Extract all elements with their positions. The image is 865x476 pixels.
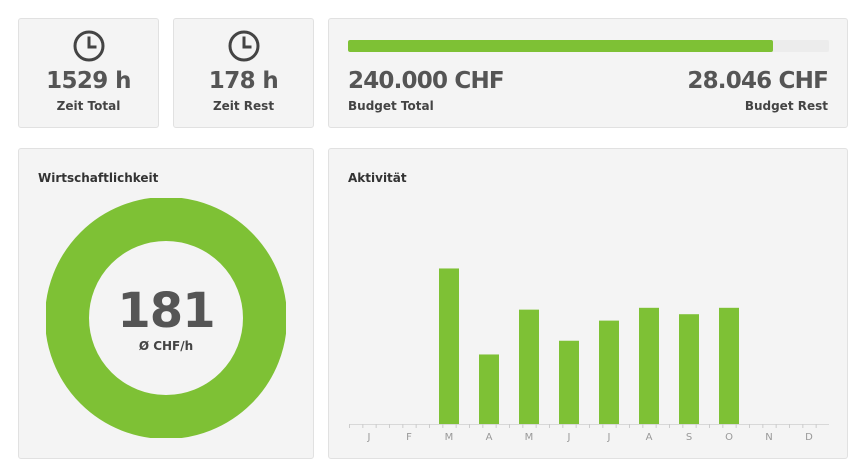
x-axis-label: J xyxy=(367,432,371,443)
x-axis-label: D xyxy=(805,432,813,443)
activity-bar xyxy=(679,314,699,424)
x-axis-label: O xyxy=(725,432,733,443)
budget-rest-value: 28.046 CHF xyxy=(687,68,828,94)
activity-card: Aktivität J F M A M J J A S O N D xyxy=(328,148,848,459)
budget-card: 240.000 CHF Budget Total 28.046 CHF Budg… xyxy=(328,18,848,128)
x-axis-label: N xyxy=(765,432,772,443)
time-total-label: Zeit Total xyxy=(56,99,121,113)
economy-donut xyxy=(46,198,286,438)
time-rest-value: 178 h xyxy=(208,68,279,94)
budget-total-label: Budget Total xyxy=(348,99,434,113)
economy-value: 181 xyxy=(117,283,215,339)
x-axis-label: S xyxy=(686,432,692,443)
time-total-value: 1529 h xyxy=(46,68,131,94)
x-axis-label: A xyxy=(486,432,493,443)
activity-bar xyxy=(519,309,539,424)
x-axis-label: M xyxy=(525,432,534,443)
activity-bar xyxy=(559,340,579,424)
x-axis-label: F xyxy=(406,432,412,443)
time-rest-label: Zeit Rest xyxy=(212,99,275,113)
budget-progress-bar xyxy=(348,40,829,52)
activity-title: Aktivität xyxy=(348,171,407,185)
economy-unit: Ø CHF/h xyxy=(138,339,194,353)
activity-bar xyxy=(479,354,499,424)
budget-total-value: 240.000 CHF xyxy=(348,68,505,94)
activity-bar xyxy=(599,320,619,424)
economy-card: Wirtschaftlichkeit 181 Ø CHF/h xyxy=(18,148,314,459)
budget-progress-fill xyxy=(348,40,773,52)
activity-bar xyxy=(439,268,459,424)
x-axis-label: J xyxy=(607,432,611,443)
x-axis-label: J xyxy=(567,432,571,443)
time-total-card: 1529 h Zeit Total xyxy=(18,18,159,128)
budget-rest-label: Budget Rest xyxy=(744,99,828,113)
activity-bar xyxy=(719,307,739,424)
economy-title: Wirtschaftlichkeit xyxy=(38,171,159,185)
activity-bar xyxy=(639,307,659,424)
time-rest-card: 178 h Zeit Rest xyxy=(173,18,314,128)
clock-icon xyxy=(228,30,259,62)
x-axis-label: M xyxy=(445,432,454,443)
donut-ring xyxy=(46,198,286,438)
x-axis-label: A xyxy=(646,432,653,443)
clock-icon xyxy=(73,30,104,62)
